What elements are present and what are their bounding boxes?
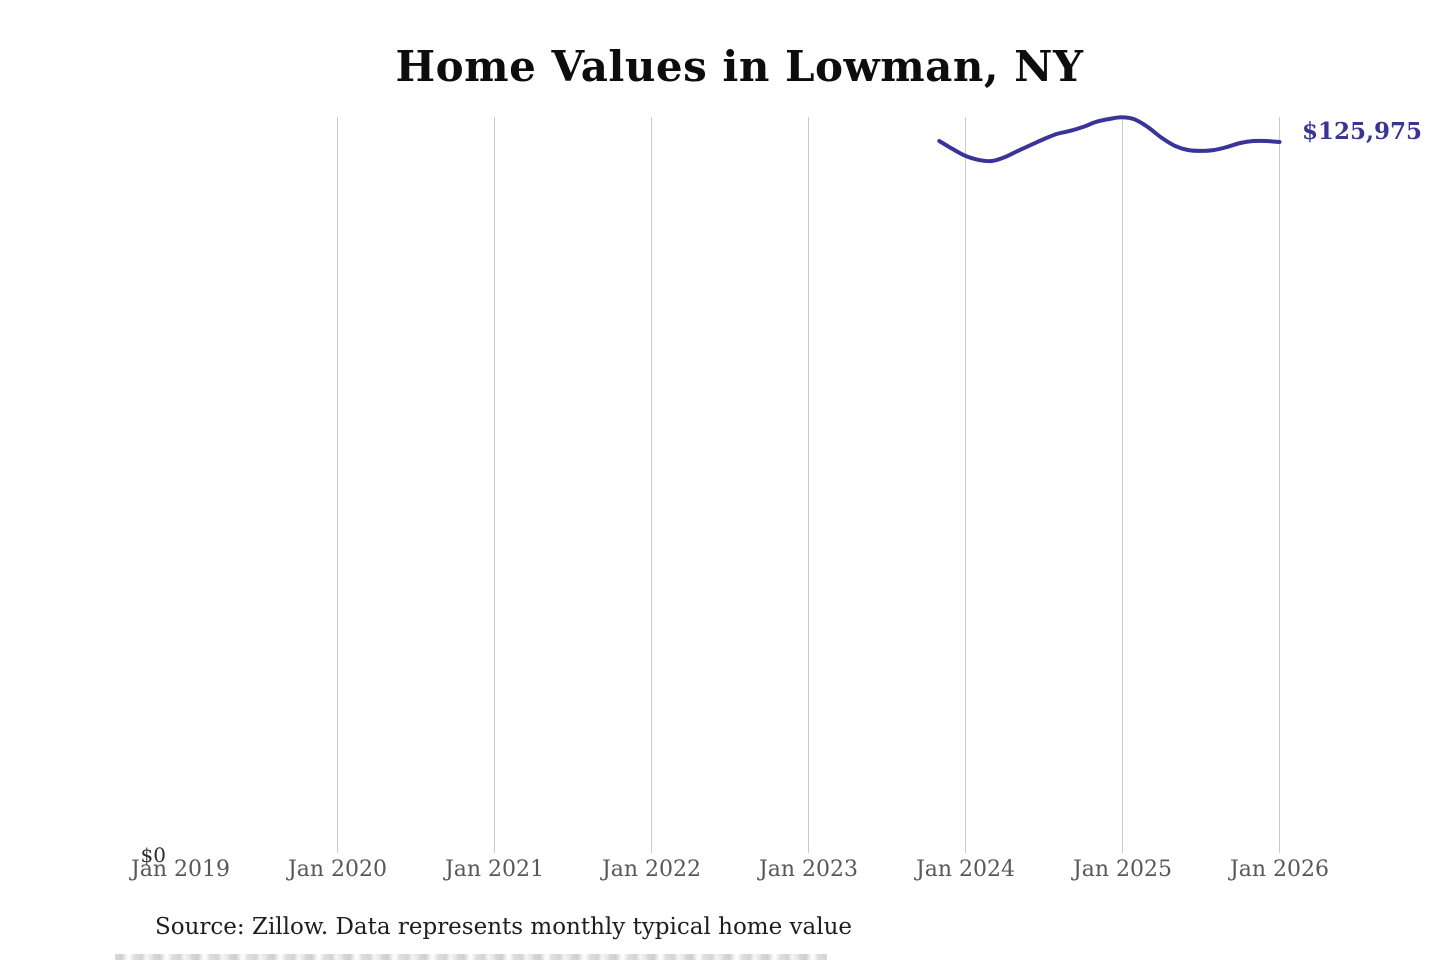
x-tick-jan-2023: Jan 2023 xyxy=(758,857,859,882)
x-tick-jan-2020: Jan 2020 xyxy=(287,857,388,882)
x-tick-jan-2021: Jan 2021 xyxy=(444,857,545,882)
x-tick-jan-2026: Jan 2026 xyxy=(1229,857,1330,882)
chart-title: Home Values in Lowman, NY xyxy=(395,42,1084,91)
cut-off-text-edge xyxy=(115,954,827,960)
y-axis-zero-label: $0 xyxy=(140,843,166,867)
home-value-line-series xyxy=(937,115,1282,164)
vertical-gridlines xyxy=(337,117,1280,853)
x-tick-jan-2025: Jan 2025 xyxy=(1072,857,1173,882)
x-tick-jan-2022: Jan 2022 xyxy=(601,857,702,882)
source-attribution-note: Source: Zillow. Data represents monthly … xyxy=(155,914,853,940)
latest-value-label: $125,975 xyxy=(1302,118,1423,145)
x-tick-jan-2024: Jan 2024 xyxy=(915,857,1016,882)
x-tick-jan-2019: Jan 2019 xyxy=(130,857,231,882)
